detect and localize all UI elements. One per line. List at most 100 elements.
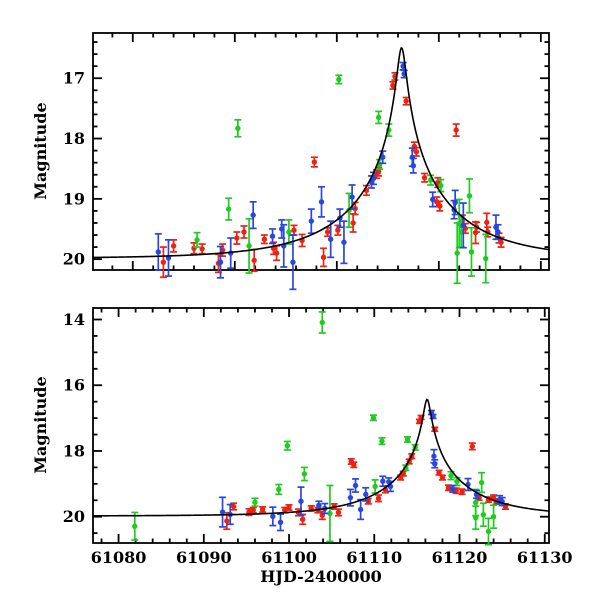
data-point [371, 479, 379, 494]
data-point [285, 504, 293, 511]
axis-ticks [93, 33, 549, 270]
data-point [479, 502, 487, 528]
data-point [198, 243, 206, 255]
axis-tick-labels: 61080 61090 61100 61110 61120 61130 14 16 18 20 [63, 310, 573, 567]
data-point [159, 246, 167, 279]
data-point [310, 156, 318, 168]
data-point [283, 440, 291, 451]
data-point [436, 200, 444, 212]
y-tick-label: 20 [63, 250, 85, 269]
series-red [223, 414, 510, 531]
data-point [170, 238, 178, 253]
axis-ticks [93, 308, 549, 543]
data-point [402, 96, 410, 106]
data-point [269, 228, 277, 245]
data-point [478, 471, 486, 494]
data-point [449, 484, 457, 493]
data-point [378, 436, 386, 446]
axis-tick-labels: 17 18 19 20 [63, 69, 85, 269]
data-point [193, 231, 201, 248]
x-tick-label: 61110 [346, 548, 402, 567]
data-point [482, 233, 490, 284]
data-point [217, 245, 225, 279]
data-point [300, 466, 308, 482]
data-point [484, 517, 492, 546]
data-point [233, 231, 241, 245]
model-curve [92, 46, 550, 259]
model-curve [93, 398, 550, 517]
y-axis-title: Magnitude [31, 376, 50, 473]
y-tick-label: 18 [63, 129, 85, 148]
data-point [444, 484, 452, 492]
data-point [250, 248, 258, 273]
data-point [275, 483, 283, 496]
light-curve-panel-bottom: 61080 61090 61100 61110 61120 61130 14 16 18 20 Ma… [31, 307, 573, 567]
x-tick-label: 61100 [261, 548, 317, 567]
data-point [234, 118, 242, 138]
data-point [468, 442, 476, 451]
data-point [375, 494, 383, 503]
data-point [459, 202, 467, 249]
x-axis-title: HJD-2400000 [260, 567, 381, 586]
data-point [327, 220, 335, 259]
data-point [375, 110, 383, 125]
series-red [159, 71, 505, 279]
data-point [458, 488, 466, 496]
axes-frame [92, 32, 550, 271]
data-point [251, 497, 259, 508]
data-point [483, 212, 491, 233]
data-point [298, 233, 306, 248]
data-point [369, 414, 377, 422]
data-point [350, 461, 358, 469]
data-point [465, 178, 473, 214]
data-point [225, 197, 233, 221]
data-point [335, 74, 343, 85]
data-point [249, 201, 257, 230]
data-point [154, 232, 162, 271]
y-tick-label: 17 [63, 69, 85, 88]
data-point [307, 208, 315, 235]
y-tick-label: 19 [63, 189, 85, 208]
data-point [340, 220, 348, 265]
data-point [219, 496, 227, 528]
x-tick-label: 61130 [517, 548, 573, 567]
data-point [429, 191, 437, 208]
data-point [326, 484, 334, 543]
data-point [249, 506, 257, 514]
data-point [472, 505, 480, 531]
data-point [285, 219, 293, 245]
y-axis-title: Magnitude [31, 102, 50, 199]
series-blue [154, 61, 502, 291]
data-point [362, 486, 370, 502]
data-point [269, 506, 277, 527]
data-point [379, 475, 387, 487]
x-tick-label: 61120 [432, 548, 488, 567]
series-green [131, 311, 498, 546]
data-point [245, 217, 253, 274]
data-point [280, 223, 288, 268]
data-point [260, 234, 268, 245]
data-point [240, 225, 248, 239]
data-point [497, 236, 505, 248]
data-point [404, 435, 412, 443]
axes-frame [92, 307, 550, 544]
data-point [452, 123, 460, 137]
data-point [349, 213, 357, 233]
data-point [352, 478, 360, 493]
x-tick-label: 61080 [91, 548, 147, 567]
data-point [318, 185, 326, 218]
y-tick-label: 14 [63, 310, 85, 329]
data-point [438, 474, 446, 481]
data-point [277, 513, 285, 532]
data-point [334, 508, 342, 517]
data-point [318, 311, 326, 334]
data-point [259, 505, 267, 513]
light-curve-panel-top: 17 18 19 20 Magnitude [31, 32, 550, 291]
data-point [494, 223, 502, 241]
data-point [357, 498, 365, 521]
y-tick-label: 18 [63, 441, 85, 460]
data-point [320, 247, 328, 268]
data-point [290, 224, 298, 236]
data-point [131, 511, 139, 541]
